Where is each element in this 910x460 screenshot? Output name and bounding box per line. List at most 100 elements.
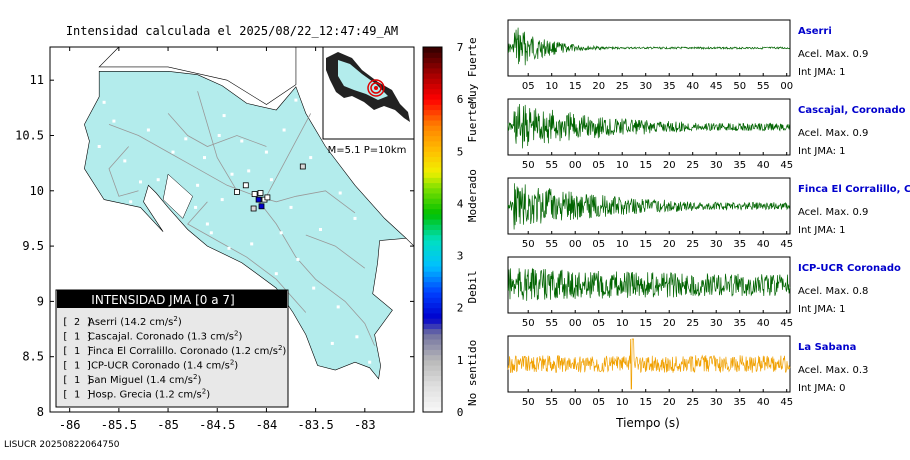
map-x-axis: -86 -85.5 -85 -84.5 -84 -83.5 -83 <box>59 47 376 432</box>
station-marker-6[interactable] <box>251 191 258 198</box>
x-tick-label: -84.5 <box>199 418 235 432</box>
colorbar-swatch <box>423 130 442 137</box>
population-dot <box>97 145 101 148</box>
population-dot <box>156 178 160 182</box>
station-marker-2[interactable] <box>264 194 271 201</box>
y-tick-label: 9 <box>37 294 44 308</box>
legend-box <box>55 289 289 408</box>
seismogram-tick-label: 50 <box>733 81 746 92</box>
legend-header <box>57 290 287 308</box>
colorbar-swatch <box>423 276 442 283</box>
panama-coast <box>405 238 415 247</box>
population-dot <box>203 156 206 160</box>
seismogram-tick-label: 00 <box>569 397 582 408</box>
legend-row-close: ) <box>234 361 238 372</box>
legend-row-level: [ 2 ] <box>62 317 92 328</box>
station-marker-3[interactable] <box>257 190 264 196</box>
colorbar-swatch <box>423 198 442 204</box>
seismogram-tick-label: 05 <box>522 81 535 92</box>
seismogram-tick-label: 50 <box>522 160 535 171</box>
seismogram-panel: 50 55 00 05 10 15 20 25 30 35 40 45 La Sabana Acel. M… <box>507 335 868 408</box>
seismogram-tick-label: 05 <box>592 318 605 329</box>
population-dot <box>102 100 106 104</box>
colorbar-swatch <box>423 67 442 74</box>
population-dot <box>123 159 127 163</box>
colorbar-tick-label: 5 <box>457 145 464 158</box>
population-dot <box>338 191 342 195</box>
seismogram-tick-label: 10 <box>616 397 629 408</box>
seismogram-tick-label: 50 <box>522 318 535 329</box>
station-name: Finca El Corralillo, Coronado <box>798 184 910 195</box>
y-tick-label: 11 <box>30 73 44 87</box>
colorbar-swatch <box>423 62 442 69</box>
colorbar-tick-label: 7 <box>457 41 464 54</box>
legend-row-level: [ 1 ] <box>62 390 92 401</box>
colorbar-swatch <box>423 281 442 288</box>
seismogram-tick-label: 30 <box>639 81 652 92</box>
colorbar-swatch <box>423 396 442 403</box>
seismogram-trace <box>507 338 791 390</box>
colorbar-frame <box>422 46 443 413</box>
station-marker-7[interactable] <box>258 203 265 210</box>
colorbar-swatch <box>423 47 442 53</box>
population-dot <box>196 183 200 187</box>
legend-rows: [ 2 ]Aserri (14.2 cm/s2) [ 1 ] Cascajal. C… <box>62 315 286 401</box>
seismogram-tick-label: 35 <box>733 239 746 250</box>
legend-row-close: ) <box>197 375 201 386</box>
seismogram-tick-label: 20 <box>663 160 676 171</box>
legend-row-text: Cascajal. Coronado (1.3 cm/s2) <box>88 330 242 343</box>
y-tick-label: 10.5 <box>15 128 44 142</box>
station-legend: INTENSIDAD JMA [0 a 7] [ 2 ]Aserri (14.2… <box>55 289 289 408</box>
time-axis-label: Tiempo (s) <box>615 416 680 430</box>
legend-row-name: Hosp. Grecia (1.2 cm/s <box>88 390 202 401</box>
seismogram-panel: 50 55 00 05 10 15 20 25 30 35 40 45 ICP-UCR Coronado… <box>507 256 901 329</box>
colorbar-swatch <box>423 120 442 126</box>
y-tick-label: 10 <box>30 184 44 198</box>
seismogram-tick-label: 10 <box>616 239 629 250</box>
figure-title: Intensidad calculada el 2025/08/22_12:47… <box>66 24 398 38</box>
legend-row-level: [ 1 ] <box>62 346 92 357</box>
peak-acceleration: Acel. Max. 0.8 <box>798 286 868 297</box>
seismogram-tick-label: 05 <box>592 160 605 171</box>
population-dot <box>139 180 142 184</box>
station-marker-5[interactable] <box>233 188 240 195</box>
legend-row-sup: 2 <box>234 330 238 338</box>
population-dot <box>176 194 180 198</box>
nicaragua-border <box>50 46 346 105</box>
seismogram-panels: 05 10 15 20 25 30 35 40 45 50 55 00 Aserri Acel. Max.… <box>507 19 910 408</box>
station-marker-0[interactable] <box>255 196 262 203</box>
colorbar-swatch <box>423 78 442 84</box>
colorbar-swatch <box>423 151 442 157</box>
x-tick-label: -85.5 <box>101 418 137 432</box>
seismogram-tick-label: 45 <box>780 397 793 408</box>
population-dot <box>129 200 133 204</box>
legend-row-sup: 2 <box>278 344 282 352</box>
station-marker-9[interactable] <box>299 163 306 170</box>
colorbar-swatch <box>423 213 442 220</box>
legend-row-text: Finca El Corralillo. Coronado (1.2 cm/s2… <box>88 344 286 357</box>
colorbar-tick-label: 4 <box>457 197 464 210</box>
seismogram-tick-label: 15 <box>639 318 652 329</box>
seismogram-tick-label: 30 <box>710 397 723 408</box>
colorbar-swatch <box>423 114 442 121</box>
colorbar-swatch <box>423 88 442 95</box>
station-marker-4[interactable] <box>242 182 249 189</box>
station-name: Aserri <box>798 26 832 37</box>
footer-code: LISUCR 20250822064750 <box>4 440 120 450</box>
legend-row-text: Aserri (14.2 cm/s2) <box>88 315 182 328</box>
legend-row-name: San Miguel (1.4 cm/s <box>88 375 193 386</box>
colorbar-swatch <box>423 219 442 225</box>
seismogram-tick-label: 40 <box>757 239 770 250</box>
population-dot <box>247 169 251 173</box>
population-dot <box>279 231 283 235</box>
station-marker-8[interactable] <box>250 205 257 212</box>
colorbar-swatch <box>423 354 442 361</box>
seismogram-panel: 50 55 00 05 10 15 20 25 30 35 40 45 Cascajal, Corona… <box>507 98 906 171</box>
colorbar-swatch <box>423 57 442 64</box>
colorbar-swatch <box>423 370 442 376</box>
colorbar-swatch <box>423 260 442 267</box>
population-dot <box>264 150 268 154</box>
colorbar-swatch <box>423 187 442 194</box>
seismogram-tick-label: 45 <box>780 318 793 329</box>
